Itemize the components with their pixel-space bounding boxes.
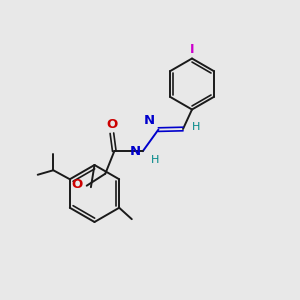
Text: H: H xyxy=(191,122,200,133)
Text: N: N xyxy=(144,115,155,128)
Text: O: O xyxy=(106,118,118,131)
Text: O: O xyxy=(71,178,82,191)
Text: N: N xyxy=(130,145,141,158)
Text: I: I xyxy=(190,43,194,56)
Text: H: H xyxy=(151,155,160,165)
